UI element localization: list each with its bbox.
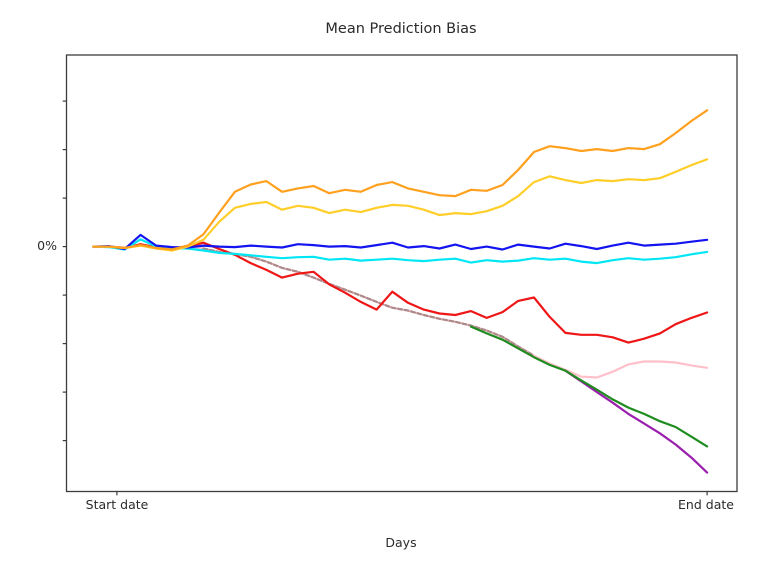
y-tick-label-zero: 0% [37, 238, 57, 253]
series-line-gold [92, 158, 709, 252]
series-line-pink [92, 243, 709, 379]
series-line-blue [92, 233, 709, 251]
series-line-cyan [92, 238, 709, 265]
x-tick-label-end: End date [678, 497, 734, 512]
x-axis-label: Days [385, 535, 417, 550]
chart-title: Mean Prediction Bias [325, 21, 477, 37]
series-line-purple [564, 369, 709, 474]
series-line-rosybrown-dashed [202, 247, 536, 357]
series-line-green [469, 325, 709, 448]
series-line-orange [92, 109, 709, 251]
series-line-red [92, 241, 709, 344]
x-tick-label-start: Start date [85, 497, 149, 512]
